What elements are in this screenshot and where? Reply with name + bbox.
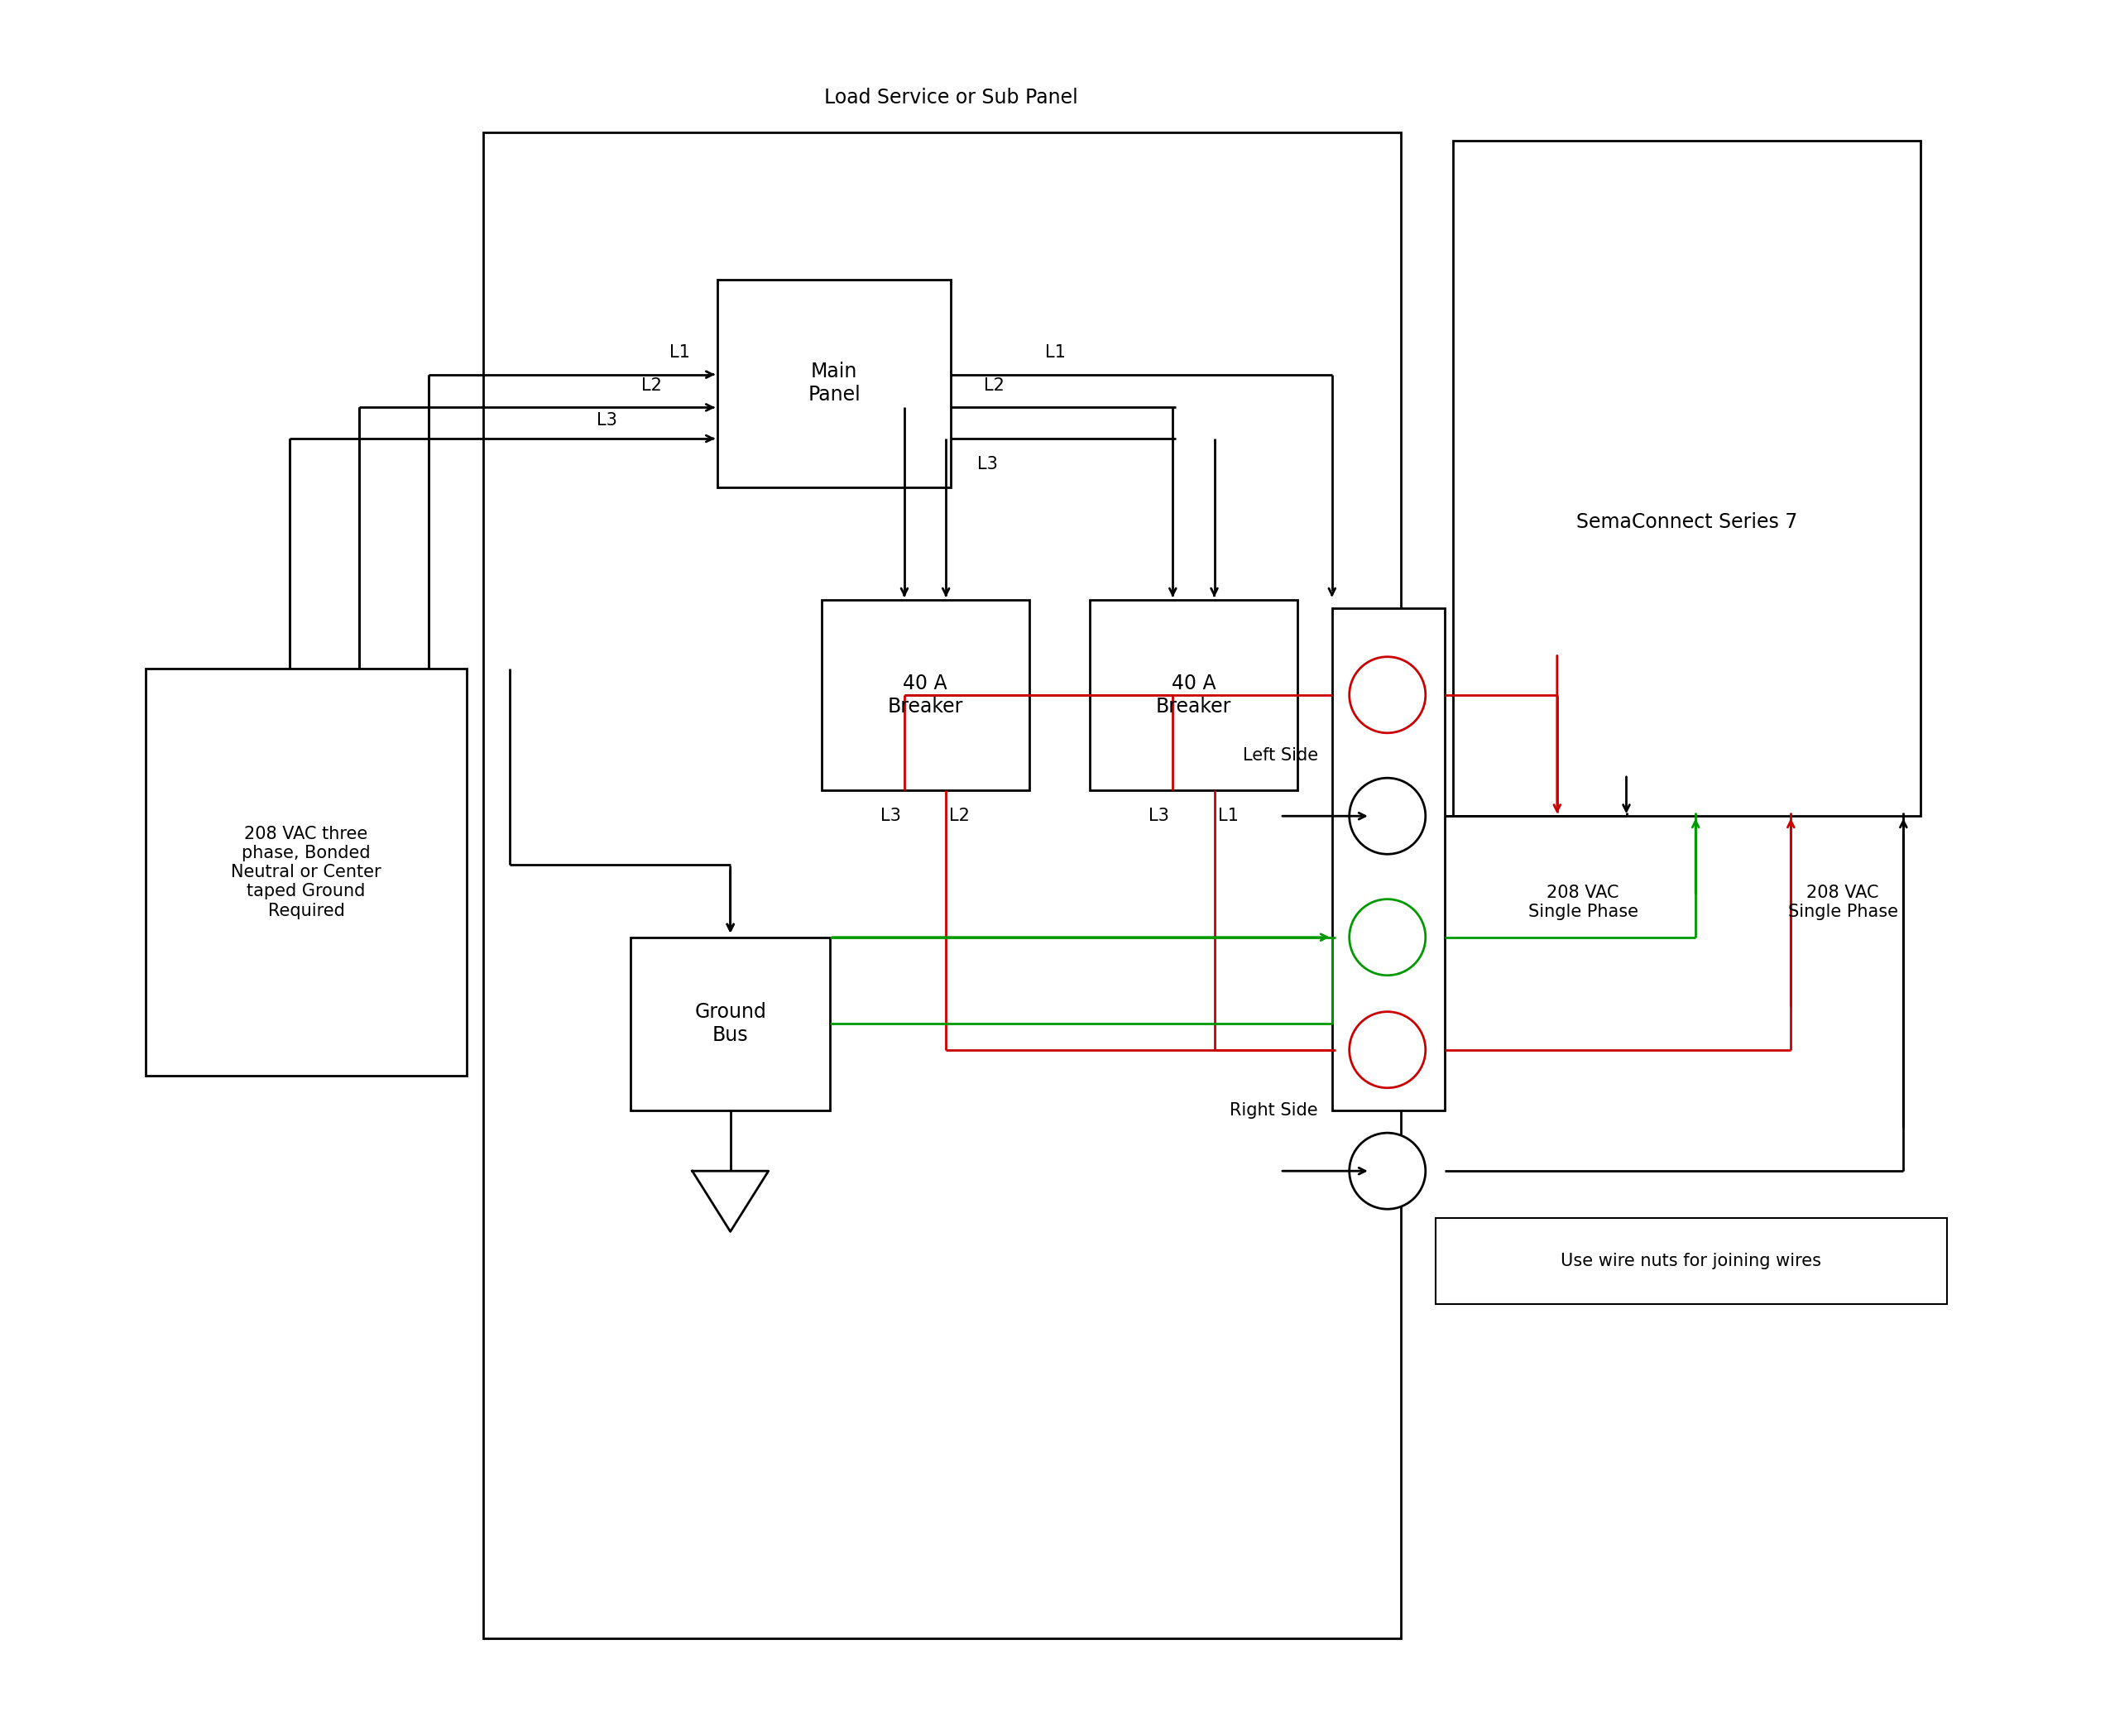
Bar — [1437, 1217, 1948, 1304]
Text: L2: L2 — [949, 807, 971, 825]
Text: 208 VAC three
phase, Bonded
Neutral or Center
taped Ground
Required: 208 VAC three phase, Bonded Neutral or C… — [230, 826, 382, 918]
Text: L2: L2 — [983, 377, 1004, 394]
Text: Left Side: Left Side — [1243, 746, 1319, 764]
Text: Ground
Bus: Ground Bus — [694, 1002, 766, 1045]
Text: 40 A
Breaker: 40 A Breaker — [1156, 674, 1232, 717]
Text: 208 VAC
Single Phase: 208 VAC Single Phase — [1528, 885, 1637, 920]
Text: L1: L1 — [669, 344, 690, 361]
Text: Main
Panel: Main Panel — [808, 361, 861, 404]
Text: Use wire nuts for joining wires: Use wire nuts for joining wires — [1561, 1253, 1821, 1269]
Circle shape — [1348, 1134, 1426, 1208]
Circle shape — [1348, 899, 1426, 976]
Circle shape — [1348, 1012, 1426, 1088]
Bar — [1089, 599, 1298, 790]
Circle shape — [1348, 778, 1426, 854]
Text: 208 VAC
Single Phase: 208 VAC Single Phase — [1787, 885, 1897, 920]
Text: L1: L1 — [1217, 807, 1239, 825]
Text: 40 A
Breaker: 40 A Breaker — [888, 674, 962, 717]
Bar — [1454, 141, 1920, 816]
Circle shape — [1348, 656, 1426, 733]
Text: L3: L3 — [880, 807, 901, 825]
Bar — [483, 132, 1401, 1639]
Text: L2: L2 — [641, 377, 663, 394]
Bar — [146, 668, 466, 1076]
Bar — [1331, 608, 1445, 1111]
Text: L3: L3 — [597, 411, 616, 429]
Text: Load Service or Sub Panel: Load Service or Sub Panel — [825, 87, 1078, 108]
Text: L1: L1 — [1044, 344, 1066, 361]
Text: L3: L3 — [977, 457, 998, 472]
Text: SemaConnect Series 7: SemaConnect Series 7 — [1576, 512, 1798, 531]
Bar — [717, 279, 952, 488]
Text: L3: L3 — [1148, 807, 1169, 825]
Bar — [821, 599, 1030, 790]
Text: Right Side: Right Side — [1230, 1102, 1319, 1118]
Bar — [631, 937, 829, 1111]
